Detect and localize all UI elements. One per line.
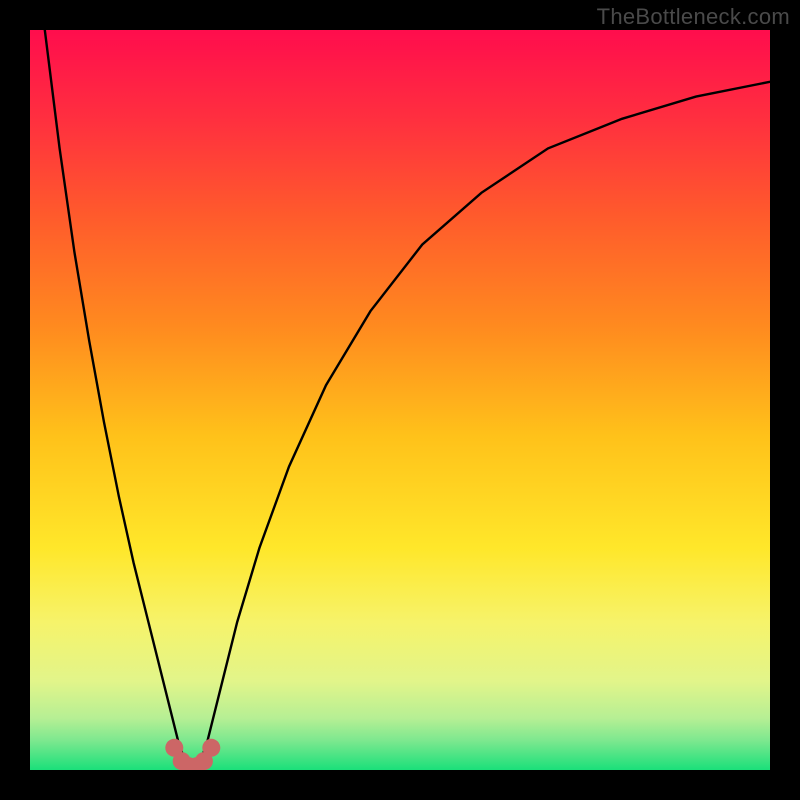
- plot-area: [30, 30, 770, 770]
- min-markers: [30, 30, 770, 770]
- marker-dot: [202, 739, 220, 757]
- watermark-text: TheBottleneck.com: [597, 4, 790, 30]
- chart-frame: TheBottleneck.com: [0, 0, 800, 800]
